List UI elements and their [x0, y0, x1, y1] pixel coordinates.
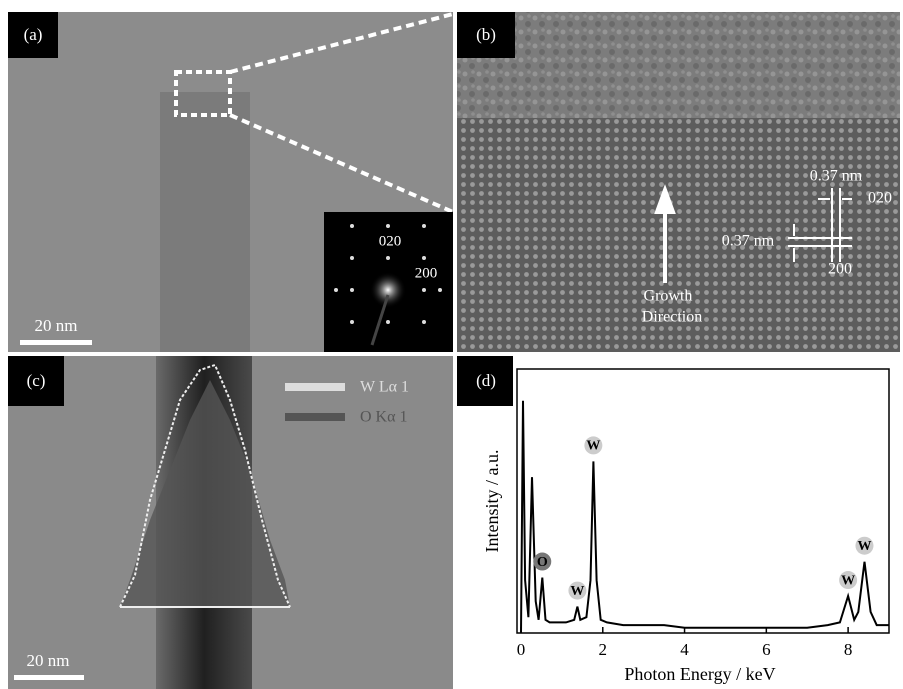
x-tick-label: 4: [680, 640, 689, 659]
x-tick-label: 0: [517, 640, 526, 659]
y-axis-title: Intensity / a.u.: [482, 450, 502, 553]
plane-label: 020: [868, 190, 892, 207]
legend-label: O Kα 1: [360, 409, 408, 426]
diffraction-center: [370, 272, 406, 308]
peak-label: O: [537, 555, 548, 570]
arrow-label: Growth: [644, 288, 693, 305]
scale-bar: [14, 675, 84, 680]
panel-label: (a): [24, 25, 43, 44]
peak-label: W: [570, 584, 584, 599]
x-axis-title: Photon Energy / keV: [624, 664, 775, 684]
legend-label: W Lα 1: [360, 379, 409, 396]
plane-label: 200: [828, 261, 852, 278]
peak-label: W: [841, 573, 855, 588]
inset-label: 200: [415, 265, 438, 281]
scale-bar-label: 20 nm: [35, 316, 78, 335]
figure: 020 200 20 nm (a) Growth Direction 0.37 …: [0, 0, 903, 689]
x-tick-label: 8: [844, 640, 853, 659]
spacing-label: 0.37 nm: [810, 168, 863, 185]
peak-label: W: [857, 539, 871, 554]
scale-bar-label: 20 nm: [27, 651, 70, 670]
arrow-label: Direction: [642, 309, 702, 326]
nanowire: [160, 92, 250, 352]
panel-label: (b): [476, 25, 496, 44]
scale-bar: [20, 340, 92, 345]
page: {"panels": { "a": {"label": "(a)", "scal…: [0, 0, 903, 689]
x-tick-label: 2: [599, 640, 608, 659]
panel-label: (d): [476, 371, 496, 390]
spacing-label: 0.37 nm: [722, 233, 775, 250]
inset-label: 020: [379, 233, 402, 249]
peak-label: W: [586, 439, 600, 454]
panel-label: (c): [27, 371, 46, 390]
x-tick-label: 6: [762, 640, 771, 659]
